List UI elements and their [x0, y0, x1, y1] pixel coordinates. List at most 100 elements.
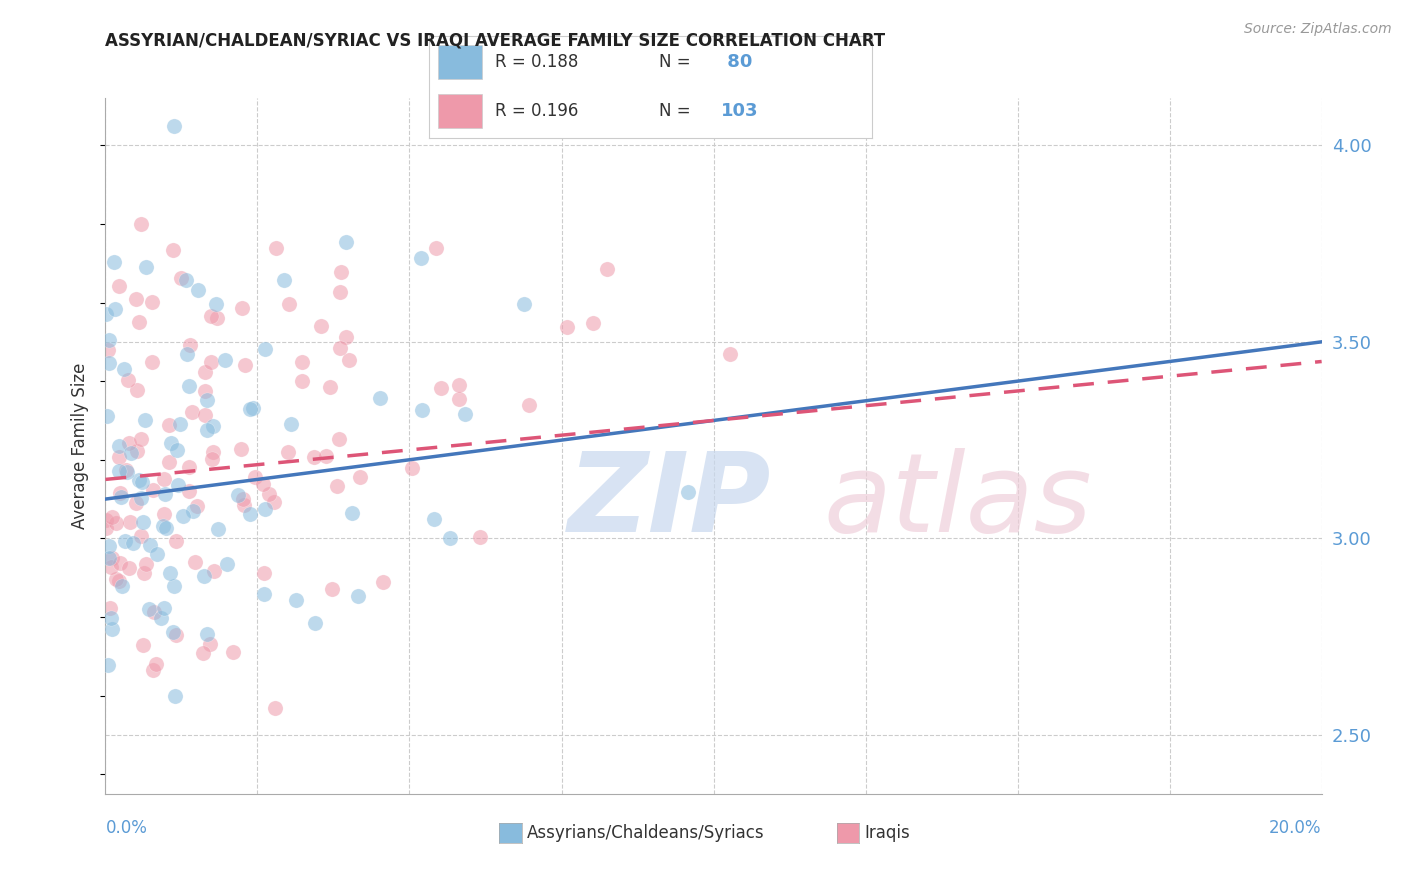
Point [107, 279, 129, 293]
Point [191, 646, 214, 660]
Point [153, 507, 176, 521]
Point [340, 506, 363, 520]
Point [114, 533, 136, 548]
Point [118, 560, 141, 574]
Point [555, 319, 578, 334]
Point [187, 283, 209, 297]
Point [226, 488, 249, 502]
Point [309, 318, 332, 333]
Point [193, 568, 215, 582]
Point [160, 435, 183, 450]
Point [120, 446, 142, 460]
Point [315, 449, 337, 463]
Point [108, 556, 131, 570]
Text: 0.0%: 0.0% [105, 819, 148, 837]
Point [349, 470, 371, 484]
Text: atlas: atlas [823, 448, 1091, 555]
Point [285, 592, 308, 607]
Point [429, 381, 451, 395]
Point [253, 587, 276, 601]
Point [127, 383, 149, 397]
Point [239, 507, 262, 521]
Point [112, 362, 135, 376]
Point [129, 491, 152, 505]
Point [304, 450, 326, 464]
Point [214, 353, 236, 368]
Point [449, 377, 471, 392]
Point [162, 243, 184, 257]
Point [678, 485, 700, 500]
Point [157, 417, 180, 432]
Point [165, 689, 187, 703]
Point [115, 463, 138, 477]
Point [277, 444, 299, 458]
Text: Source: ZipAtlas.com: Source: ZipAtlas.com [1244, 22, 1392, 37]
Point [179, 483, 201, 498]
Text: 103: 103 [721, 102, 759, 120]
Point [150, 611, 173, 625]
Point [263, 494, 285, 508]
Point [329, 285, 352, 299]
Point [439, 531, 461, 545]
Point [326, 478, 349, 492]
Point [232, 491, 254, 506]
Text: N =: N = [659, 102, 696, 120]
Point [337, 352, 360, 367]
Point [252, 476, 274, 491]
Point [328, 432, 350, 446]
Point [135, 260, 157, 274]
Point [100, 622, 122, 636]
Point [165, 628, 187, 642]
Point [198, 637, 221, 651]
Point [153, 601, 176, 615]
Point [131, 432, 153, 446]
Point [197, 393, 219, 408]
Point [200, 309, 222, 323]
Point [129, 217, 152, 231]
Point [449, 392, 471, 406]
Point [127, 444, 149, 458]
Point [152, 518, 174, 533]
Point [115, 465, 138, 479]
Point [108, 439, 131, 453]
Point [254, 342, 277, 356]
Point [98, 540, 121, 554]
Point [582, 316, 605, 330]
Point [229, 442, 252, 457]
Point [205, 310, 228, 325]
Point [121, 536, 143, 550]
Point [468, 529, 491, 543]
Point [167, 478, 190, 492]
Point [125, 496, 148, 510]
Point [291, 374, 314, 388]
Point [97, 551, 120, 566]
Point [162, 624, 184, 639]
Point [118, 435, 141, 450]
Point [264, 241, 287, 255]
Point [108, 574, 131, 588]
Point [96, 409, 118, 423]
Point [253, 566, 276, 580]
Point [155, 521, 177, 535]
Point [207, 522, 229, 536]
Point [166, 442, 188, 457]
Point [205, 297, 228, 311]
Point [454, 407, 477, 421]
Point [135, 557, 157, 571]
Point [117, 373, 139, 387]
Point [129, 529, 152, 543]
Point [519, 398, 541, 412]
Point [195, 626, 218, 640]
Point [96, 521, 118, 535]
Point [280, 417, 302, 431]
Point [242, 401, 264, 416]
Point [145, 547, 167, 561]
Point [194, 365, 217, 379]
Point [217, 557, 239, 571]
Point [139, 538, 162, 552]
Point [105, 516, 128, 530]
Point [125, 292, 148, 306]
FancyBboxPatch shape [437, 95, 482, 128]
Point [181, 405, 204, 419]
Point [169, 417, 191, 431]
